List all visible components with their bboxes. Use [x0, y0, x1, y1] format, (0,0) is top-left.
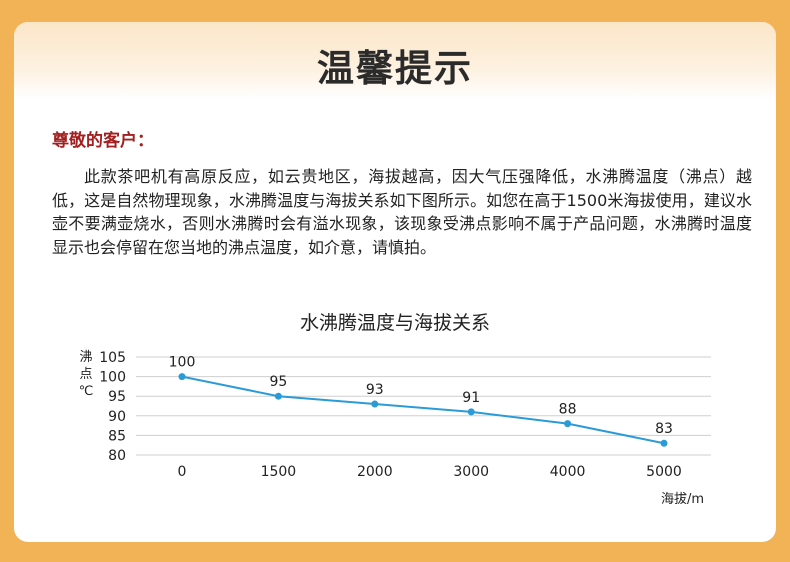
data-label: 91 — [462, 390, 480, 406]
data-point — [371, 400, 379, 408]
x-tick-label: 0 — [178, 464, 187, 480]
data-label: 100 — [169, 355, 196, 371]
y-axis-label: 沸点 ℃ — [79, 350, 94, 399]
x-tick-label: 2000 — [357, 464, 393, 480]
page-title: 温馨提示 — [317, 47, 473, 90]
chart-title: 水沸腾温度与海拔关系 — [300, 312, 490, 334]
y-axis-label-char: 点 — [79, 367, 92, 382]
data-point — [467, 408, 475, 416]
y-tick-label: 80 — [108, 448, 126, 464]
x-tick-label: 5000 — [646, 464, 682, 480]
y-tick-label: 90 — [108, 409, 126, 425]
header-banner: 温馨提示 — [14, 22, 776, 100]
data-point — [274, 392, 282, 400]
data-label: 95 — [269, 374, 287, 390]
x-tick-label: 3000 — [453, 464, 489, 480]
y-axis-label-char: 沸 — [79, 350, 92, 365]
y-tick-label: 85 — [108, 428, 126, 444]
y-tick-label: 95 — [108, 389, 126, 405]
data-label: 83 — [655, 421, 673, 437]
notice-card: 温馨提示 尊敬的客户： 此款茶吧机有高原反应，如云贵地区，海拔越高，因大气压强降… — [14, 22, 776, 542]
notice-body: 此款茶吧机有高原反应，如云贵地区，海拔越高，因大气压强降低，水沸腾温度（沸点）越… — [52, 167, 752, 257]
boiling-point-chart: 水沸腾温度与海拔关系 沸点 ℃ 105 100 95 90 85 80 0 1500 2000 3… — [79, 312, 711, 507]
y-tick-label: 100 — [99, 370, 126, 386]
series-line — [181, 375, 665, 445]
y-tick-label: 105 — [99, 350, 126, 366]
greeting: 尊敬的客户： — [52, 131, 154, 151]
x-ticks: 0 1500 2000 3000 4000 5000 — [178, 464, 682, 480]
data-point — [660, 439, 668, 447]
y-ticks: 105 100 95 90 85 80 — [99, 350, 126, 464]
x-axis-label: 海拔/m — [661, 492, 704, 507]
data-label: 88 — [559, 402, 577, 418]
data-point — [564, 420, 572, 428]
data-points — [178, 373, 668, 447]
data-point — [178, 373, 186, 381]
x-tick-label: 4000 — [550, 464, 586, 480]
x-tick-label: 1500 — [261, 464, 297, 480]
data-labels: 100 95 93 91 88 83 — [169, 355, 673, 438]
y-axis-label-char: ℃ — [79, 384, 94, 399]
grid-lines — [136, 356, 711, 456]
data-label: 93 — [366, 382, 384, 398]
